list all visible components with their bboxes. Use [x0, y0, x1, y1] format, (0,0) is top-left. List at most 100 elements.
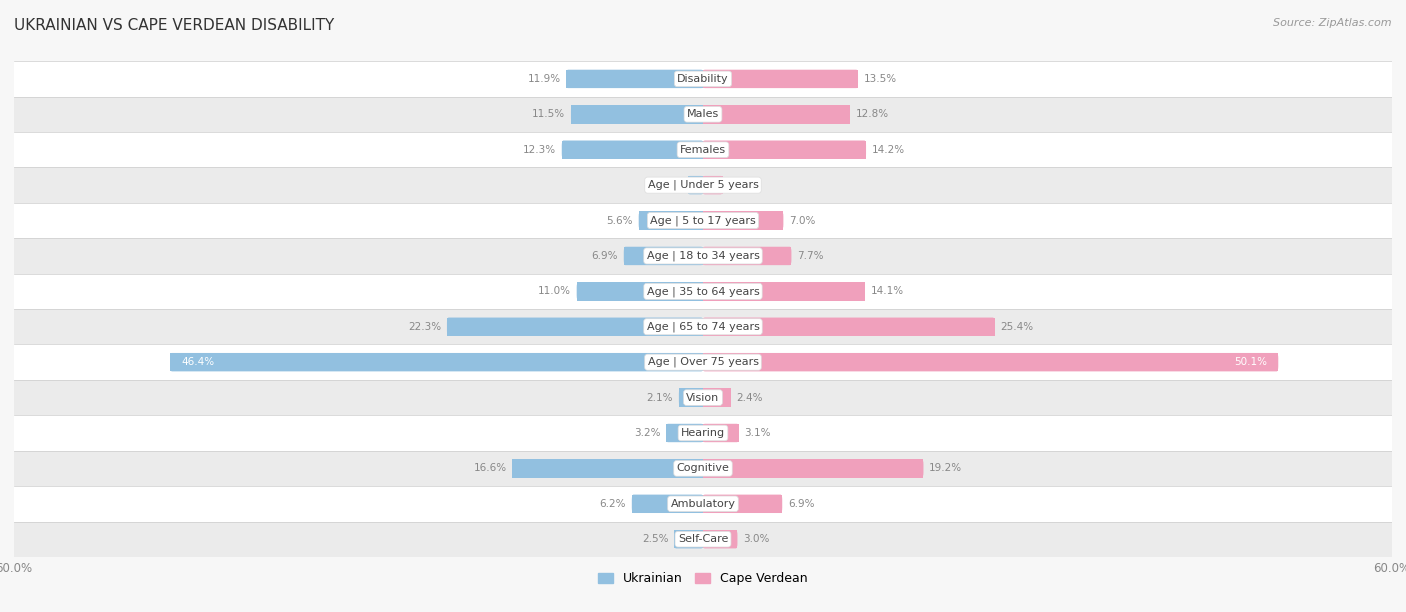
Text: 11.5%: 11.5% [531, 110, 565, 119]
Text: 14.2%: 14.2% [872, 144, 905, 155]
Text: Age | Under 5 years: Age | Under 5 years [648, 180, 758, 190]
Text: 46.4%: 46.4% [181, 357, 215, 367]
FancyBboxPatch shape [675, 530, 703, 548]
Text: 1.7%: 1.7% [728, 180, 755, 190]
Bar [703, 318, 994, 336]
Text: 7.0%: 7.0% [789, 215, 815, 226]
FancyBboxPatch shape [688, 176, 703, 195]
Bar [703, 494, 782, 513]
Bar [703, 282, 865, 300]
FancyBboxPatch shape [14, 416, 1392, 450]
Bar [703, 389, 731, 407]
Legend: Ukrainian, Cape Verdean: Ukrainian, Cape Verdean [593, 567, 813, 591]
FancyBboxPatch shape [14, 61, 1392, 97]
FancyBboxPatch shape [14, 203, 1392, 238]
FancyBboxPatch shape [571, 105, 703, 124]
FancyBboxPatch shape [703, 141, 866, 159]
Text: 25.4%: 25.4% [1001, 322, 1033, 332]
Text: 12.8%: 12.8% [856, 110, 889, 119]
Text: 19.2%: 19.2% [929, 463, 962, 474]
Text: Age | 18 to 34 years: Age | 18 to 34 years [647, 251, 759, 261]
FancyBboxPatch shape [576, 282, 703, 300]
Text: 3.1%: 3.1% [744, 428, 770, 438]
FancyBboxPatch shape [703, 530, 738, 548]
Bar [631, 494, 703, 513]
FancyBboxPatch shape [703, 70, 858, 88]
FancyBboxPatch shape [703, 211, 783, 230]
Bar [562, 141, 703, 159]
Bar [703, 141, 866, 159]
FancyBboxPatch shape [447, 318, 703, 336]
FancyBboxPatch shape [703, 459, 924, 477]
Bar [703, 70, 858, 88]
Bar [675, 530, 703, 548]
Text: Age | Over 75 years: Age | Over 75 years [648, 357, 758, 367]
Text: Age | 65 to 74 years: Age | 65 to 74 years [647, 321, 759, 332]
Text: 13.5%: 13.5% [863, 74, 897, 84]
FancyBboxPatch shape [14, 450, 1392, 486]
FancyBboxPatch shape [14, 309, 1392, 345]
FancyBboxPatch shape [14, 345, 1392, 380]
Text: 16.6%: 16.6% [474, 463, 506, 474]
Bar [512, 459, 703, 477]
Bar [703, 176, 723, 195]
Bar [576, 282, 703, 300]
FancyBboxPatch shape [14, 97, 1392, 132]
Bar [567, 70, 703, 88]
Bar [703, 459, 924, 477]
FancyBboxPatch shape [14, 486, 1392, 521]
FancyBboxPatch shape [638, 211, 703, 230]
Text: Age | 35 to 64 years: Age | 35 to 64 years [647, 286, 759, 297]
Bar [703, 247, 792, 265]
Text: 2.5%: 2.5% [643, 534, 669, 544]
Text: 3.0%: 3.0% [744, 534, 769, 544]
Text: Vision: Vision [686, 392, 720, 403]
Text: 6.2%: 6.2% [599, 499, 626, 509]
Text: 5.6%: 5.6% [606, 215, 633, 226]
FancyBboxPatch shape [703, 176, 723, 195]
Bar [703, 424, 738, 442]
FancyBboxPatch shape [703, 389, 731, 407]
Text: 6.9%: 6.9% [592, 251, 619, 261]
Bar [624, 247, 703, 265]
FancyBboxPatch shape [14, 238, 1392, 274]
Text: 6.9%: 6.9% [787, 499, 814, 509]
FancyBboxPatch shape [703, 353, 1278, 371]
Text: UKRAINIAN VS CAPE VERDEAN DISABILITY: UKRAINIAN VS CAPE VERDEAN DISABILITY [14, 18, 335, 34]
FancyBboxPatch shape [703, 318, 994, 336]
Bar [703, 530, 738, 548]
Text: Females: Females [681, 144, 725, 155]
Text: Self-Care: Self-Care [678, 534, 728, 544]
Bar [688, 176, 703, 195]
FancyBboxPatch shape [14, 380, 1392, 416]
Text: 12.3%: 12.3% [523, 144, 555, 155]
Text: Disability: Disability [678, 74, 728, 84]
FancyBboxPatch shape [14, 521, 1392, 557]
Text: 11.9%: 11.9% [527, 74, 561, 84]
FancyBboxPatch shape [562, 141, 703, 159]
Bar [638, 211, 703, 230]
Text: 2.1%: 2.1% [647, 392, 673, 403]
FancyBboxPatch shape [624, 247, 703, 265]
Text: 7.7%: 7.7% [797, 251, 824, 261]
Text: 14.1%: 14.1% [870, 286, 904, 296]
Bar [679, 389, 703, 407]
FancyBboxPatch shape [703, 247, 792, 265]
Bar [703, 211, 783, 230]
FancyBboxPatch shape [14, 132, 1392, 168]
Text: 22.3%: 22.3% [408, 322, 441, 332]
Text: 50.1%: 50.1% [1234, 357, 1267, 367]
FancyBboxPatch shape [679, 389, 703, 407]
FancyBboxPatch shape [14, 274, 1392, 309]
Bar [703, 353, 1278, 371]
FancyBboxPatch shape [703, 424, 738, 442]
Text: Cognitive: Cognitive [676, 463, 730, 474]
Bar [447, 318, 703, 336]
Bar [666, 424, 703, 442]
Text: 11.0%: 11.0% [538, 286, 571, 296]
Text: 1.3%: 1.3% [655, 180, 682, 190]
FancyBboxPatch shape [703, 105, 851, 124]
Text: Ambulatory: Ambulatory [671, 499, 735, 509]
Text: Source: ZipAtlas.com: Source: ZipAtlas.com [1274, 18, 1392, 28]
FancyBboxPatch shape [703, 494, 782, 513]
